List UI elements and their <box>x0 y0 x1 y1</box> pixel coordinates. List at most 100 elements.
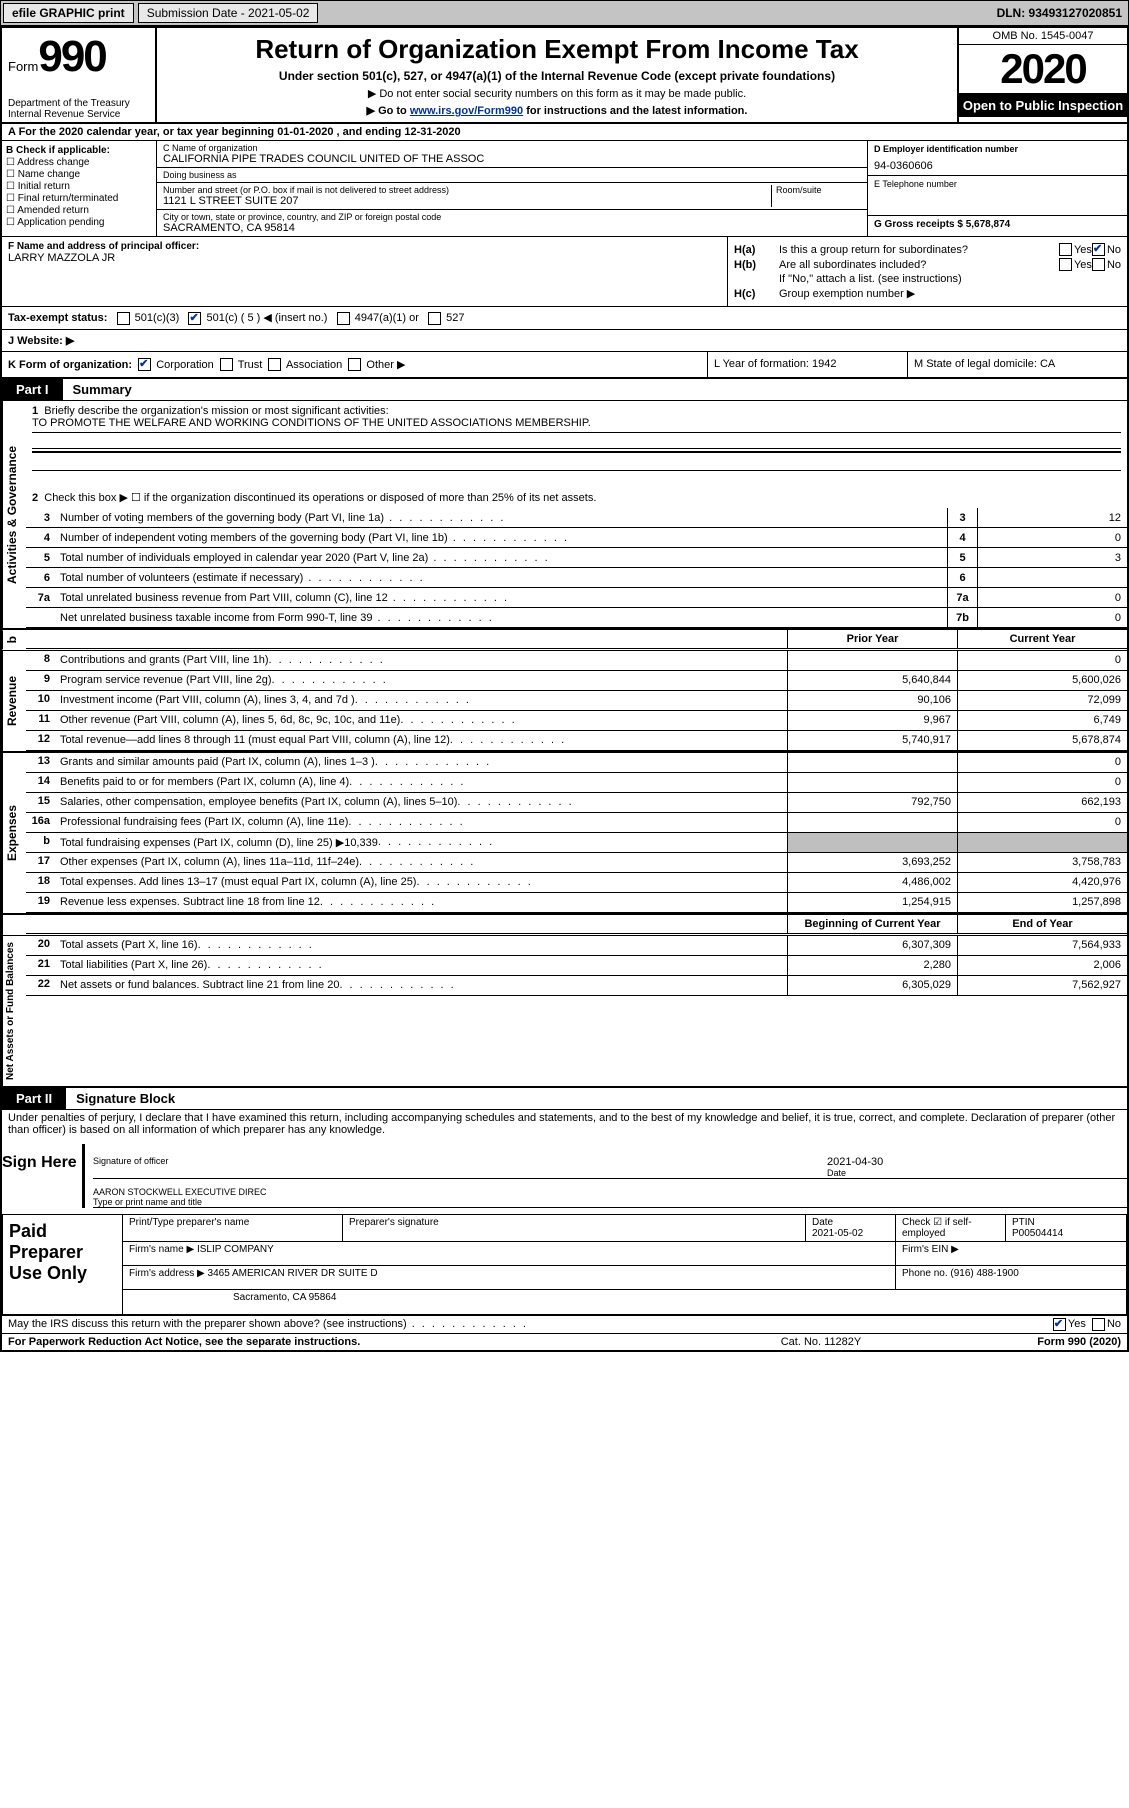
hc-label: H(c) <box>734 288 779 300</box>
firm-ein-label: Firm's EIN ▶ <box>896 1242 1126 1265</box>
firm-phone: Phone no. (916) 488-1900 <box>896 1266 1126 1289</box>
financial-line: 18Total expenses. Add lines 13–17 (must … <box>26 873 1127 893</box>
top-bar: efile GRAPHIC print Submission Date - 20… <box>0 0 1129 26</box>
discuss-yes[interactable] <box>1053 1318 1066 1331</box>
prep-name-hdr: Print/Type preparer's name <box>123 1215 343 1241</box>
ptin-label: PTIN <box>1012 1217 1035 1228</box>
hdr-current-year: Current Year <box>957 630 1127 648</box>
part2-tab: Part II <box>2 1088 66 1109</box>
financial-line: 12Total revenue—add lines 8 through 11 (… <box>26 731 1127 751</box>
org-name: CALIFORNIA PIPE TRADES COUNCIL UNITED OF… <box>163 153 861 165</box>
gov-line: Net unrelated business taxable income fr… <box>26 608 1127 628</box>
line1-label: Briefly describe the organization's miss… <box>44 405 388 417</box>
sig-date: 2021-04-30 <box>827 1156 1127 1168</box>
col-b-title: B Check if applicable: <box>6 145 152 156</box>
ha-yes[interactable] <box>1059 243 1072 256</box>
financial-line: 11Other revenue (Part VIII, column (A), … <box>26 711 1127 731</box>
chk-501c3[interactable] <box>117 312 130 325</box>
firm-name: ISLIP COMPANY <box>197 1244 274 1255</box>
header-right: OMB No. 1545-0047 2020 Open to Public In… <box>957 28 1127 122</box>
chk-trust[interactable] <box>220 358 233 371</box>
chk-app-pending[interactable]: Application pending <box>6 217 152 228</box>
hb-label: H(b) <box>734 259 779 271</box>
efile-print-button[interactable]: efile GRAPHIC print <box>3 3 134 23</box>
form-label: Form <box>8 59 38 74</box>
firm-addr-label: Firm's address ▶ <box>129 1268 205 1279</box>
discuss-text: May the IRS discuss this return with the… <box>8 1318 1053 1330</box>
hdr-prior-year: Prior Year <box>787 630 957 648</box>
gross-receipts: G Gross receipts $ 5,678,874 <box>874 219 1121 230</box>
section-net-hdr: Beginning of Current Year End of Year <box>2 915 1127 936</box>
section-revenue-body: Revenue 8Contributions and grants (Part … <box>2 651 1127 753</box>
row-f-h: F Name and address of principal officer:… <box>2 237 1127 307</box>
tax-status-label: Tax-exempt status: <box>8 312 107 324</box>
officer-printed-name: AARON STOCKWELL EXECUTIVE DIREC <box>93 1187 1127 1197</box>
hb-text: Are all subordinates included? <box>779 259 1059 271</box>
financial-line: 15Salaries, other compensation, employee… <box>26 793 1127 813</box>
mission-text: TO PROMOTE THE WELFARE AND WORKING CONDI… <box>32 417 1121 433</box>
cat-no: Cat. No. 11282Y <box>721 1336 921 1348</box>
city-label: City or town, state or province, country… <box>163 212 861 222</box>
paperwork-notice: For Paperwork Reduction Act Notice, see … <box>8 1336 721 1348</box>
section-expenses: Expenses 13Grants and similar amounts pa… <box>2 753 1127 915</box>
chk-name-change[interactable]: Name change <box>6 169 152 180</box>
firm-addr1: 3465 AMERICAN RIVER DR SUITE D <box>208 1268 378 1279</box>
column-deg: D Employer identification number 94-0360… <box>867 141 1127 236</box>
financial-line: 10Investment income (Part VIII, column (… <box>26 691 1127 711</box>
financial-line: 22Net assets or fund balances. Subtract … <box>26 976 1127 996</box>
hb-yes[interactable] <box>1059 258 1072 271</box>
header-mid: Return of Organization Exempt From Incom… <box>157 28 957 122</box>
info-grid: B Check if applicable: Address change Na… <box>2 141 1127 237</box>
chk-amended[interactable]: Amended return <box>6 205 152 216</box>
opt-trust: Trust <box>238 359 263 371</box>
chk-527[interactable] <box>428 312 441 325</box>
part1-title: Summary <box>63 382 132 397</box>
chk-final-return[interactable]: Final return/terminated <box>6 193 152 204</box>
note-ssn: ▶ Do not enter social security numbers o… <box>165 87 949 100</box>
prep-date-hdr: Date <box>812 1217 833 1228</box>
chk-4947[interactable] <box>337 312 350 325</box>
vlabel-expenses: Expenses <box>2 753 26 913</box>
irs-form990-link[interactable]: www.irs.gov/Form990 <box>410 105 523 117</box>
chk-corp[interactable] <box>138 358 151 371</box>
mission-blank2 <box>32 455 1121 471</box>
k-label: K Form of organization: <box>8 359 132 371</box>
ein-label: D Employer identification number <box>874 144 1121 154</box>
chk-assoc[interactable] <box>268 358 281 371</box>
ha-label: H(a) <box>734 244 779 256</box>
opt-527: 527 <box>446 312 464 324</box>
gov-line: 4Number of independent voting members of… <box>26 528 1127 548</box>
street-value: 1121 L STREET SUITE 207 <box>163 195 771 207</box>
chk-other[interactable] <box>348 358 361 371</box>
org-name-label: C Name of organization <box>163 143 861 153</box>
year-formation: L Year of formation: 1942 <box>707 352 907 378</box>
discuss-no[interactable] <box>1092 1318 1105 1331</box>
form-990: Form990 Department of the Treasury Inter… <box>0 26 1129 1352</box>
financial-line: 13Grants and similar amounts paid (Part … <box>26 753 1127 773</box>
section-governance: Activities & Governance 1 Briefly descri… <box>2 401 1127 630</box>
opt-corp: Corporation <box>156 359 213 371</box>
ptin-value: P00504414 <box>1012 1228 1063 1239</box>
chk-address-change[interactable]: Address change <box>6 157 152 168</box>
chk-initial-return[interactable]: Initial return <box>6 181 152 192</box>
firm-name-label: Firm's name ▶ <box>129 1244 194 1255</box>
form-subtitle: Under section 501(c), 527, or 4947(a)(1)… <box>165 69 949 83</box>
mission-blank3 <box>32 471 1121 487</box>
open-public-badge: Open to Public Inspection <box>959 94 1127 117</box>
hb-no[interactable] <box>1092 258 1105 271</box>
hdr-begin-year: Beginning of Current Year <box>787 915 957 933</box>
tel-label: E Telephone number <box>874 179 1121 189</box>
dept-treasury: Department of the Treasury <box>8 98 149 109</box>
city-value: SACRAMENTO, CA 95814 <box>163 222 861 234</box>
officer-name: LARRY MAZZOLA JR <box>8 252 721 264</box>
chk-501c[interactable] <box>188 312 201 325</box>
revenue-col-headers: Prior Year Current Year <box>26 630 1127 649</box>
part1-tab: Part I <box>2 379 63 400</box>
row-j-website: J Website: ▶ <box>2 330 1127 352</box>
officer-label: F Name and address of principal officer: <box>8 241 721 252</box>
vlabel-revenue: Revenue <box>2 651 26 751</box>
line2-text: Check this box ▶ ☐ if the organization d… <box>44 492 596 504</box>
street-label: Number and street (or P.O. box if mail i… <box>163 185 771 195</box>
ha-no[interactable] <box>1092 243 1105 256</box>
note-website: ▶ Go to www.irs.gov/Form990 for instruct… <box>165 104 949 117</box>
